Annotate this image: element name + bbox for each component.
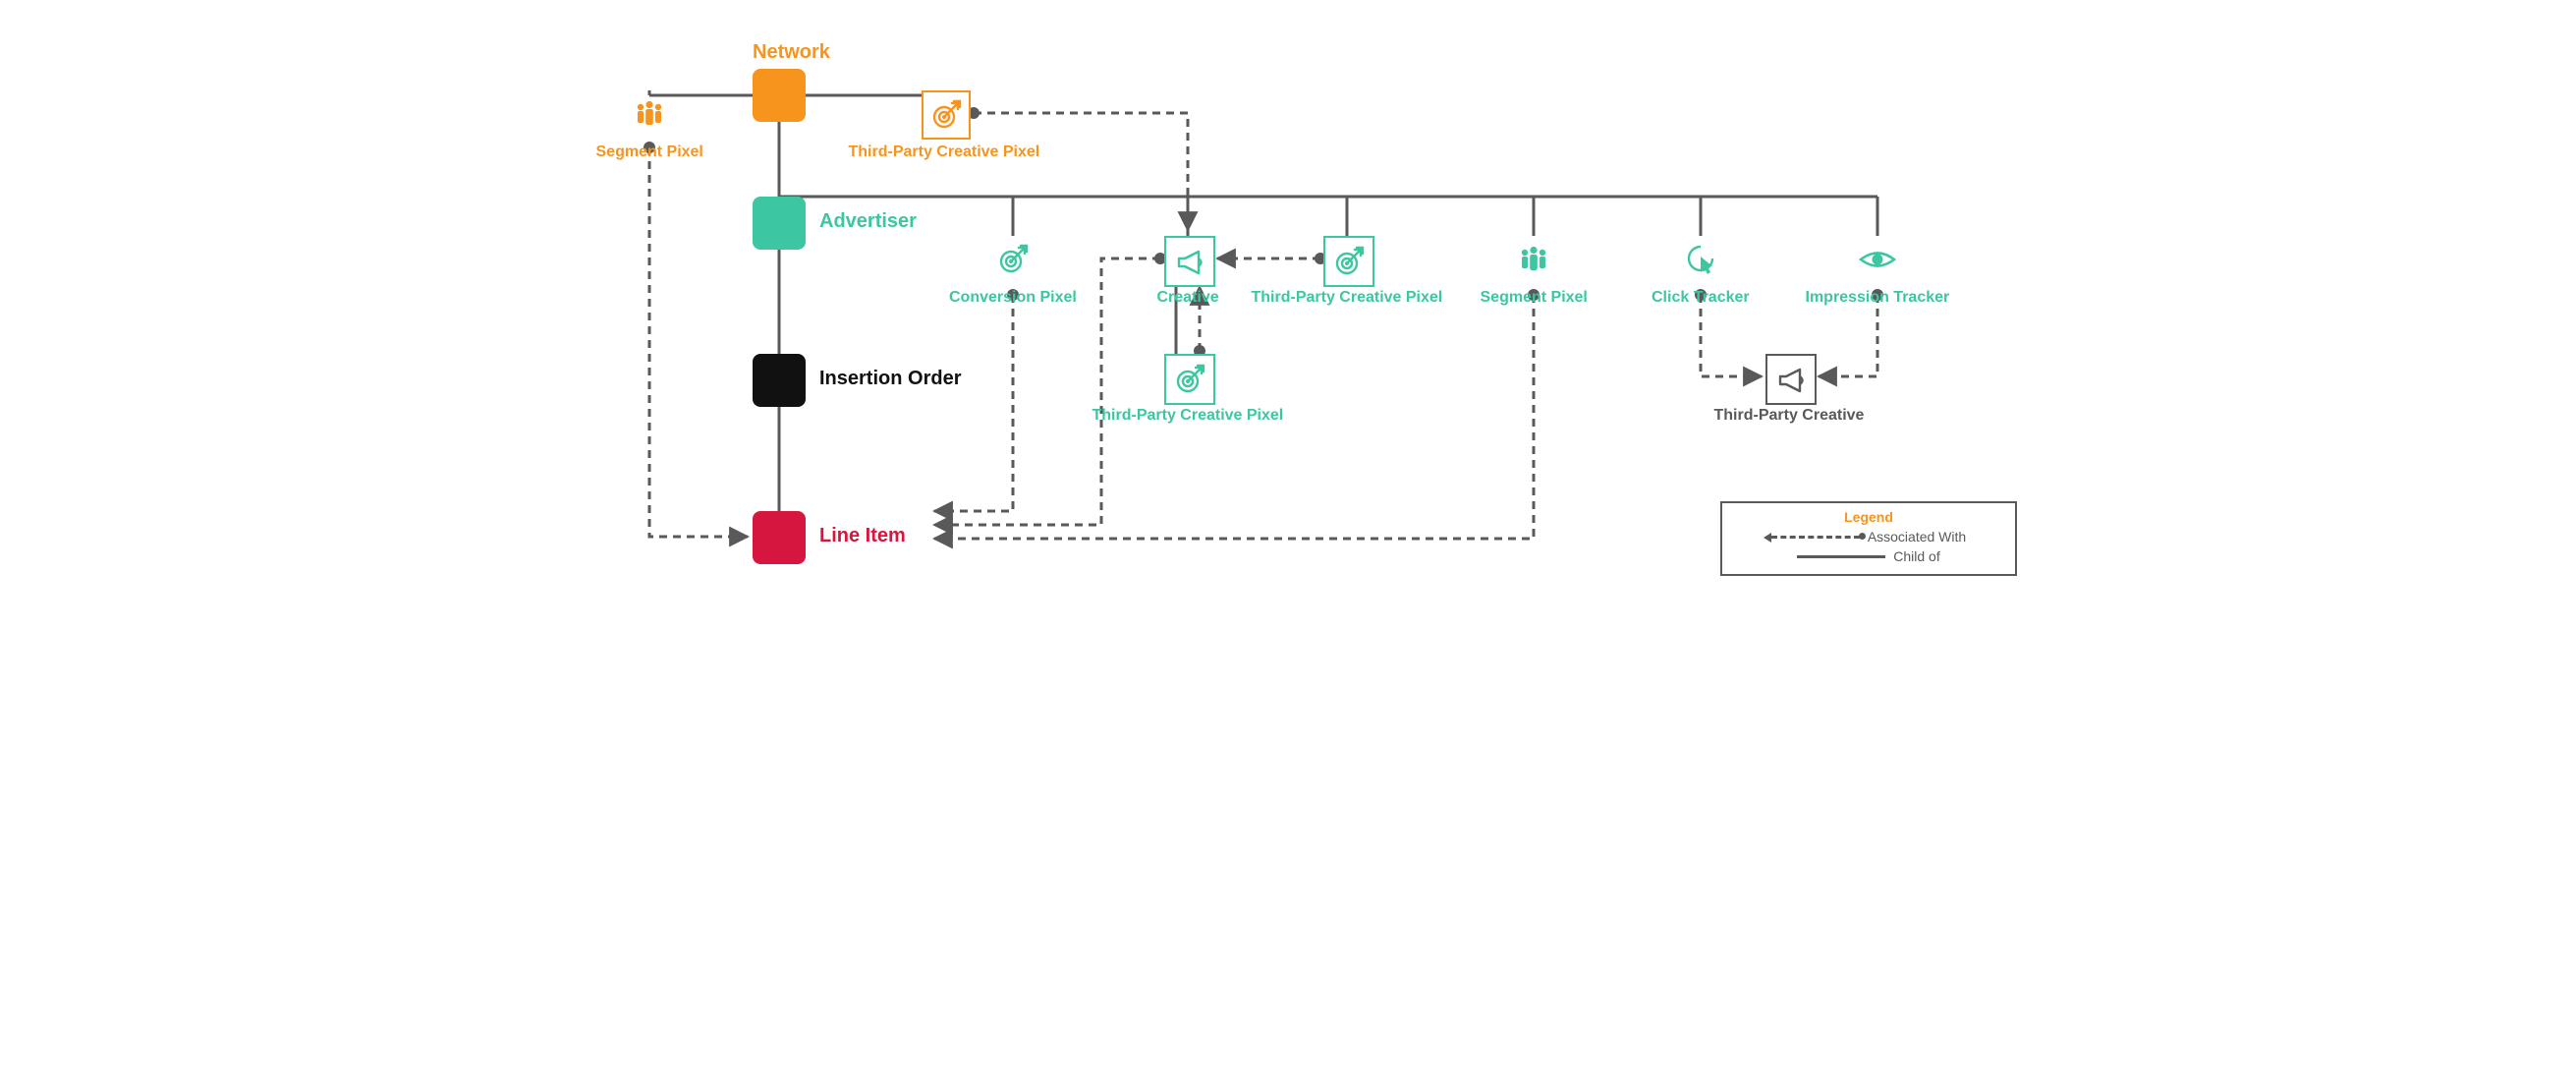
label-tpcp_creative: Third-Party Creative Pixel — [1092, 407, 1284, 425]
label-seg_pixel_adv: Segment Pixel — [1481, 289, 1588, 307]
node-tpc_gray — [1765, 354, 1817, 405]
diagram-canvas: Network Advertiser Insertion Order Line Ite… — [551, 10, 2025, 639]
legend-assoc: Associated With — [1736, 529, 2001, 544]
node-seg_pixel_net — [630, 94, 669, 134]
level-label-lineitem: Line Item — [819, 525, 906, 547]
label-imp_trk: Impression Tracker — [1806, 289, 1950, 307]
legend-title: Legend — [1736, 509, 2001, 525]
node-creative — [1164, 236, 1215, 287]
node-tpcp_net — [922, 90, 971, 140]
level-label-network: Network — [753, 41, 830, 64]
node-imp_trk — [1858, 240, 1897, 279]
legend-child: Child of — [1736, 548, 2001, 564]
label-tpcp_net: Third-Party Creative Pixel — [849, 143, 1040, 161]
level-box-io — [753, 354, 806, 407]
level-label-io: Insertion Order — [819, 368, 961, 390]
level-box-network — [753, 69, 806, 122]
label-creative: Creative — [1157, 289, 1219, 307]
legend-box: Legend Associated With Child of — [1720, 501, 2017, 576]
level-box-lineitem — [753, 511, 806, 564]
node-tpcp_creative — [1164, 354, 1215, 405]
level-label-advertiser: Advertiser — [819, 210, 917, 233]
node-tpcp_adv — [1323, 236, 1374, 287]
label-conv_pixel: Conversion Pixel — [949, 289, 1077, 307]
label-seg_pixel_net: Segment Pixel — [596, 143, 703, 161]
level-box-advertiser — [753, 197, 806, 250]
node-click_trk — [1681, 240, 1720, 279]
label-click_trk: Click Tracker — [1652, 289, 1750, 307]
label-tpc_gray: Third-Party Creative — [1714, 407, 1865, 425]
label-tpcp_adv: Third-Party Creative Pixel — [1252, 289, 1443, 307]
node-seg_pixel_adv — [1514, 240, 1553, 279]
node-conv_pixel — [993, 240, 1033, 279]
